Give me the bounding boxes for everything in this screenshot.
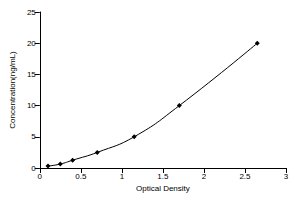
svg-text:20: 20 (27, 39, 36, 48)
svg-text:25: 25 (27, 8, 36, 17)
svg-text:Concentration(ng/mL): Concentration(ng/mL) (8, 51, 17, 129)
svg-text:0: 0 (38, 172, 43, 181)
svg-text:1: 1 (120, 172, 125, 181)
svg-text:10: 10 (27, 101, 36, 110)
svg-text:0.5: 0.5 (75, 172, 87, 181)
svg-text:2: 2 (202, 172, 207, 181)
svg-text:Optical Density: Optical Density (136, 184, 190, 193)
svg-text:3: 3 (284, 172, 289, 181)
svg-text:2.5: 2.5 (239, 172, 251, 181)
svg-text:1.5: 1.5 (157, 172, 169, 181)
svg-text:5: 5 (31, 132, 36, 141)
svg-text:0: 0 (31, 164, 36, 173)
svg-text:15: 15 (27, 70, 36, 79)
